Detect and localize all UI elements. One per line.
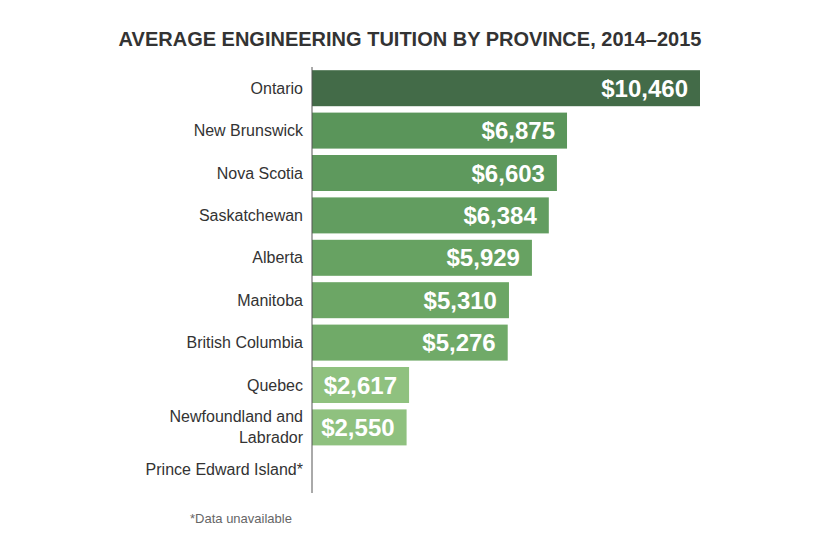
data-label: $5,276 — [422, 329, 495, 356]
bar — [312, 155, 557, 191]
background — [0, 0, 820, 560]
bar — [312, 325, 508, 361]
category-label: Manitoba — [237, 292, 303, 309]
category-label: Ontario — [251, 80, 304, 97]
bar — [312, 197, 549, 233]
category-label: Newfoundland andLabrador — [170, 408, 304, 446]
data-label: $5,929 — [447, 244, 520, 271]
category-label: Prince Edward Island* — [146, 461, 303, 478]
data-label: $10,460 — [601, 75, 688, 102]
data-label: $6,384 — [463, 202, 537, 229]
footnote: *Data unavailable — [190, 511, 292, 526]
bar — [312, 240, 532, 276]
bar — [312, 70, 700, 106]
data-label: $6,875 — [482, 117, 555, 144]
data-label: $5,310 — [424, 287, 497, 314]
bar — [312, 367, 409, 403]
labels: $10,460 Ontario $6,875 New Brunswick $6,603 N… — [146, 75, 688, 479]
category-label: Alberta — [252, 249, 303, 266]
category-label: British Columbia — [187, 334, 304, 351]
category-label: New Brunswick — [194, 122, 304, 139]
category-label: Nova Scotia — [217, 165, 303, 182]
title: AVERAGE ENGINEERING TUITION BY PROVINCE,… — [119, 28, 702, 50]
bars — [312, 70, 700, 445]
axis-line — [312, 67, 313, 493]
bar — [312, 113, 567, 149]
data-label: $2,550 — [321, 414, 394, 441]
category-label: Quebec — [247, 377, 303, 394]
data-label: $6,603 — [472, 160, 545, 187]
chart: AVERAGE ENGINEERING TUITION BY PROVINCE,… — [0, 0, 820, 560]
data-label: $2,617 — [324, 372, 397, 399]
category-label: Saskatchewan — [199, 207, 303, 224]
bar — [312, 282, 509, 318]
bar — [312, 409, 407, 445]
